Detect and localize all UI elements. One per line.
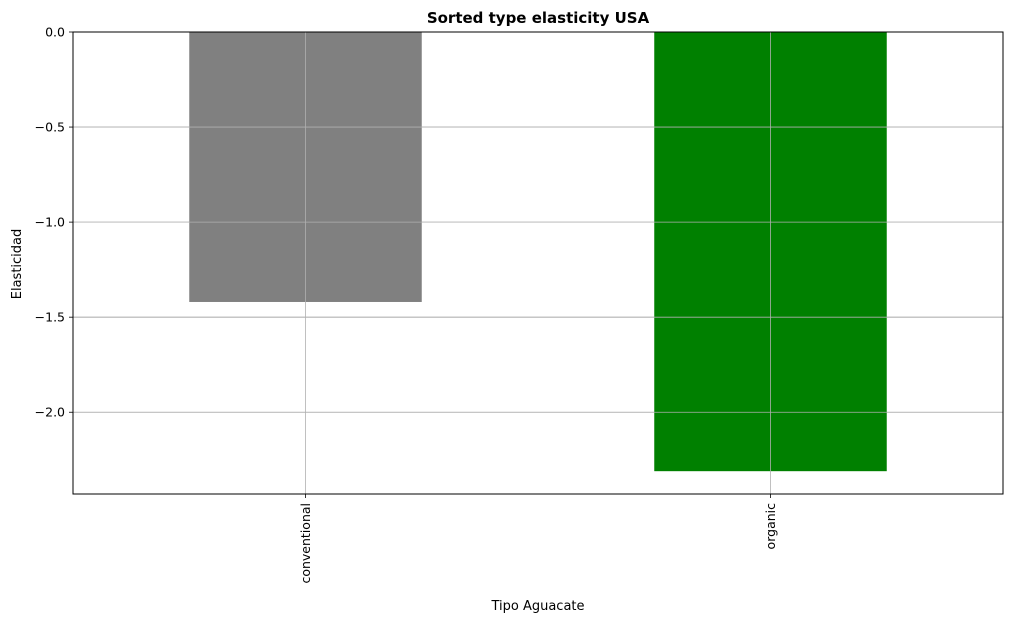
bars xyxy=(189,32,887,472)
y-tick-label: 0.0 xyxy=(45,25,65,40)
x-axis-ticks: conventional organic xyxy=(298,494,778,584)
y-tick-label: −1.5 xyxy=(35,310,65,325)
y-tick-label: −2.0 xyxy=(35,405,65,420)
axes-frame xyxy=(72,31,1004,495)
chart-title: Sorted type elasticity USA xyxy=(427,9,650,27)
y-tick-label: −0.5 xyxy=(35,120,65,135)
y-axis-ticks: 0.0 −0.5 −1.0 −1.5 −2.0 xyxy=(35,25,73,420)
y-tick-label: −1.0 xyxy=(35,215,65,230)
x-tick-label: organic xyxy=(763,503,778,550)
plot-frame xyxy=(72,31,1004,495)
x-tick-label: conventional xyxy=(298,503,313,584)
x-axis-label: Tipo Aguacate xyxy=(490,599,584,614)
y-axis-label: Elasticidad xyxy=(10,229,25,300)
